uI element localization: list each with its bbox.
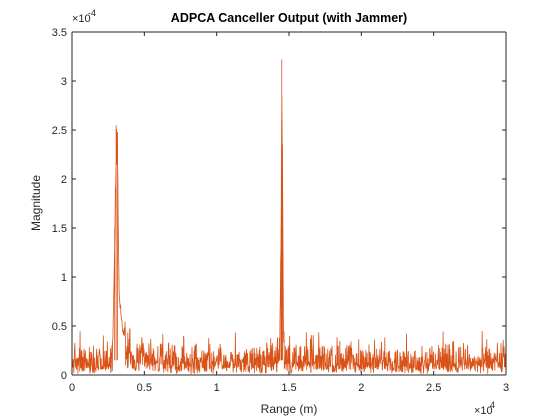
y-tick-label: 1.5 xyxy=(52,223,67,235)
x-tick-label: 2.5 xyxy=(426,382,441,394)
x-exponent-power: 4 xyxy=(490,400,495,410)
x-tick-label: 0.5 xyxy=(137,382,152,394)
plot-area xyxy=(72,32,506,375)
y-tick-label: 1 xyxy=(61,272,67,284)
x-ticks: 0 0.5 1 1.5 2 2.5 3 xyxy=(69,32,509,394)
y-axis-label: Magnitude xyxy=(29,175,43,231)
chart-title: ADPCA Canceller Output (with Jammer) xyxy=(171,11,407,25)
y-tick-label: 0 xyxy=(61,370,67,382)
y-exponent: ×10 -4 xyxy=(72,8,96,25)
y-exponent-power: -4 xyxy=(88,8,96,18)
x-tick-label: 2 xyxy=(358,382,364,394)
y-tick-label: 3 xyxy=(61,76,67,88)
x-tick-label: 1 xyxy=(214,382,220,394)
x-exponent-base: ×10 xyxy=(474,405,493,417)
y-tick-label: 3.5 xyxy=(52,27,67,39)
x-exponent: ×10 4 xyxy=(474,400,495,417)
y-tick-label: 0.5 xyxy=(52,321,67,333)
x-tick-label: 1.5 xyxy=(281,382,296,394)
y-tick-label: 2.5 xyxy=(52,125,67,137)
y-ticks: 0 0.5 1 1.5 2 2.5 3 3.5 xyxy=(52,27,506,382)
x-tick-label: 3 xyxy=(503,382,509,394)
y-exponent-base: ×10 xyxy=(72,13,91,25)
y-tick-label: 2 xyxy=(61,174,67,186)
x-tick-label: 0 xyxy=(69,382,75,394)
x-axis-label: Range (m) xyxy=(261,402,318,416)
